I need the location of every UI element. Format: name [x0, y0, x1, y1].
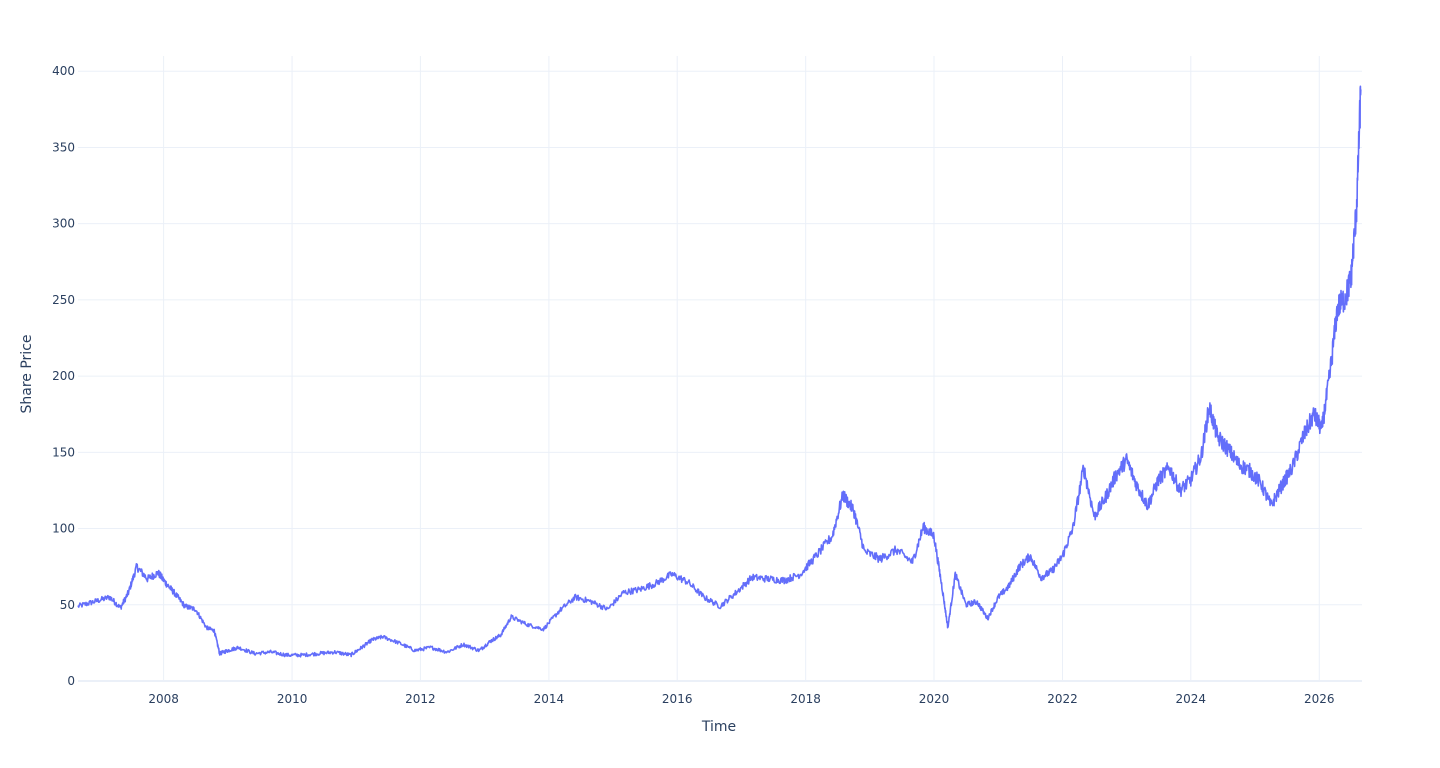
y-tick-labels: 0 50 100 150 200 250 300 350 400: [52, 64, 75, 688]
x-tick-label: 2016: [662, 692, 693, 706]
x-axis-title: Time: [701, 719, 736, 735]
x-gridlines: [163, 56, 1320, 681]
x-tick-label: 2022: [1047, 692, 1078, 706]
x-tick-label: 2024: [1176, 692, 1207, 706]
y-gridlines: [78, 70, 1362, 606]
x-tick-label: 2012: [405, 692, 436, 706]
y-tick-label: 200: [52, 369, 75, 383]
x-tick-label: 2018: [790, 692, 821, 706]
x-tick-label: 2020: [919, 692, 950, 706]
x-tick-label: 2014: [534, 692, 565, 706]
y-tick-label: 350: [52, 140, 75, 154]
x-tick-labels: 2008 2010 2012 2014 2016 2018 2020 2022 2024 2026: [148, 692, 1334, 706]
x-tick-label: 2026: [1304, 692, 1335, 706]
x-tick-label: 2010: [277, 692, 308, 706]
y-tick-label: 100: [52, 522, 75, 536]
y-axis-title: Share Price: [19, 334, 35, 413]
x-tick-label: 2008: [148, 692, 179, 706]
y-tick-label: 50: [60, 598, 75, 612]
y-tick-label: 300: [52, 217, 75, 231]
series-group[interactable]: [77, 85, 1362, 658]
y-tick-label: 150: [52, 445, 75, 459]
y-tick-label: 250: [52, 293, 75, 307]
y-tick-label: 400: [52, 64, 75, 78]
share-price-series-line[interactable]: [77, 85, 1362, 658]
y-tick-label: 0: [67, 674, 75, 688]
